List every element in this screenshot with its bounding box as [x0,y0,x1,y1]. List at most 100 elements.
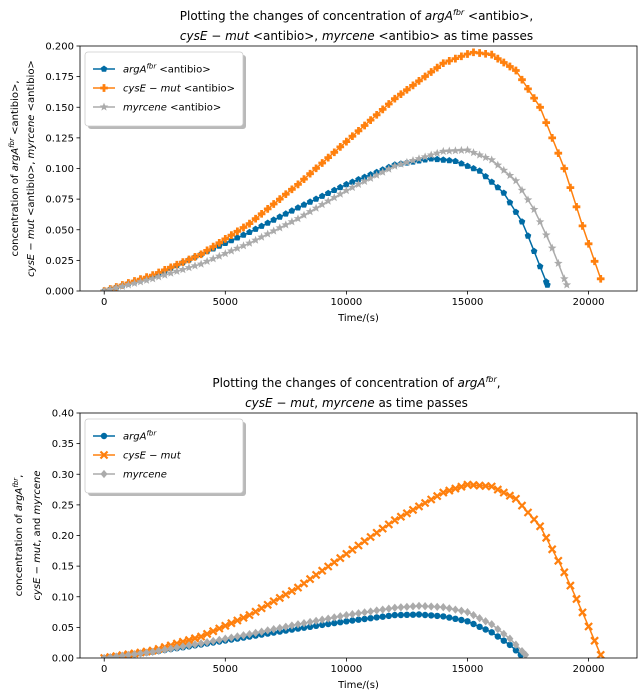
data-point [384,520,394,529]
x-tick-label: 5000 [213,297,238,308]
data-point [457,482,466,491]
y-tick-label: 0.100 [45,164,74,175]
data-point [445,146,454,155]
data-point [324,153,333,162]
data-point [118,651,126,658]
data-point [415,601,423,611]
y-tick-label: 0.15 [52,562,74,573]
y-tick-label: 0.000 [45,287,74,298]
data-point [445,604,453,613]
data-point [420,498,430,508]
data-point [566,581,575,590]
data-point [306,169,314,178]
data-point [318,615,326,624]
data-point [366,532,375,542]
data-point [445,57,454,65]
data-point [385,604,393,613]
data-point [487,50,496,59]
data-point [311,570,321,580]
data-point [596,274,605,283]
data-point [239,223,248,232]
data-point [106,285,115,291]
data-point [263,229,272,238]
data-point [342,137,351,146]
x-tick-label: 15000 [452,297,484,308]
series-2 [99,145,572,291]
data-point [379,605,387,614]
data-point [409,602,417,611]
legend-label: argAfbr <antibio> [123,63,211,76]
x-tick-label: 15000 [452,664,484,675]
data-point [197,250,205,259]
data-point [331,186,338,193]
data-point [317,566,327,575]
x-tick-label: 10000 [330,664,362,675]
data-point [530,94,538,102]
data-point [554,258,563,267]
data-point [312,164,320,173]
data-point [361,615,368,623]
data-point [512,66,520,75]
y-tick-label: 0.025 [45,256,74,267]
data-point [408,505,418,515]
data-point [208,254,218,263]
data-point [379,613,386,620]
data-point [547,243,557,252]
data-point [481,49,490,58]
data-point [281,220,291,229]
data-point [390,515,400,525]
chart-title-line-2: cysE − mut <antibio>, myrcene <antibio> … [180,29,533,43]
chart-title-line-1: Plotting the changes of concentration of… [212,375,500,390]
data-point [433,602,441,612]
data-point [312,622,320,629]
data-point [190,634,200,643]
y-tick-label: 0.175 [45,72,74,83]
data-point [397,611,405,619]
data-point [185,641,193,650]
data-point [319,621,326,629]
data-point [378,524,387,533]
data-point [596,650,605,658]
data-point [451,605,459,614]
data-point [300,201,308,208]
data-point [396,159,406,168]
legend-marker [99,102,109,111]
data-point [300,175,308,183]
data-point [197,639,205,648]
data-point [372,528,381,538]
data-point [299,210,309,219]
data-point [458,616,465,624]
data-point [518,75,526,84]
data-point [421,72,429,81]
chart-title-line-2: cysE − mut, myrcene as time passes [245,396,468,410]
y-axis-label-line-2: cysE − mut, and myrcene [32,471,43,601]
data-point [221,621,230,631]
data-point [451,146,460,155]
data-point [282,210,290,217]
data-point [149,647,157,657]
data-point [511,494,521,504]
data-point [403,85,411,94]
data-point [221,235,230,243]
legend: argAfbr <antibio> cysE − mut <antibio> myr… [84,51,246,129]
data-point [215,635,223,645]
y-tick-label: 0.200 [45,42,74,53]
data-point [124,650,132,658]
data-point [305,574,315,584]
legend-entry: argAfbr [93,430,157,443]
data-point [311,203,321,212]
data-point [330,148,339,157]
data-point [409,81,417,90]
data-point [566,183,575,192]
data-point [312,195,320,202]
data-point [463,50,472,58]
data-point [524,232,532,239]
data-point [172,266,182,275]
data-point [367,607,375,616]
data-point [258,627,266,636]
data-point [385,612,392,620]
data-point [482,173,489,180]
data-point [396,512,406,521]
data-point [348,183,357,192]
